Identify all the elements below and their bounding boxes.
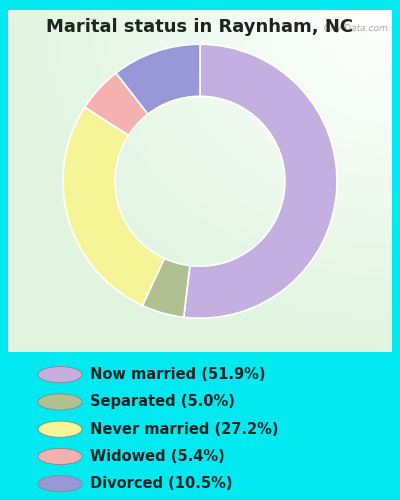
- Circle shape: [38, 421, 82, 438]
- Wedge shape: [184, 44, 337, 318]
- Wedge shape: [116, 44, 200, 114]
- Wedge shape: [142, 258, 190, 318]
- Text: Widowed (5.4%): Widowed (5.4%): [90, 449, 225, 464]
- Wedge shape: [63, 107, 164, 306]
- Text: Divorced (10.5%): Divorced (10.5%): [90, 476, 232, 492]
- Text: Now married (51.9%): Now married (51.9%): [90, 367, 266, 382]
- Circle shape: [38, 476, 82, 492]
- Text: Separated (5.0%): Separated (5.0%): [90, 394, 235, 409]
- Text: City-Data.com: City-Data.com: [318, 24, 388, 32]
- Circle shape: [38, 448, 82, 464]
- Circle shape: [38, 366, 82, 382]
- Text: Never married (27.2%): Never married (27.2%): [90, 422, 278, 436]
- Text: Marital status in Raynham, NC: Marital status in Raynham, NC: [46, 18, 354, 36]
- Circle shape: [38, 394, 82, 410]
- Wedge shape: [85, 73, 148, 136]
